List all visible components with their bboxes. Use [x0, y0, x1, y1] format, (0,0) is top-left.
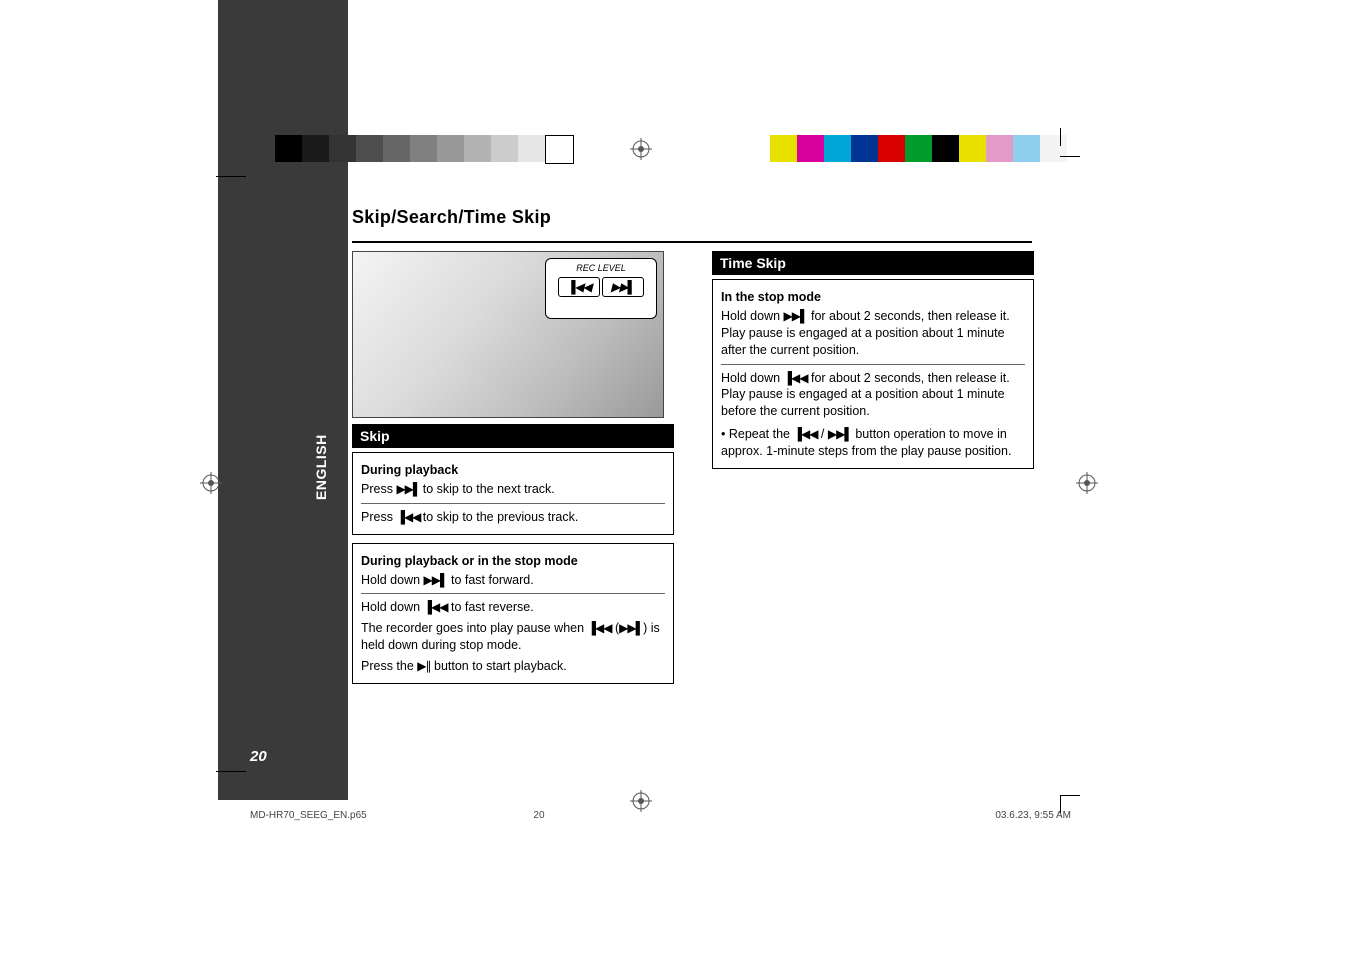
timeskip-heading: Time Skip	[712, 251, 1034, 275]
footer-file: MD-HR70_SEEG_EN.p65 20	[250, 810, 545, 821]
skip-heading: Skip	[352, 424, 674, 448]
search-note: The recorder goes into play pause when ▐…	[361, 620, 665, 654]
calibration-swatch	[275, 135, 302, 162]
calibration-grayscale	[275, 135, 574, 164]
calibration-swatch	[770, 135, 797, 162]
calibration-swatch	[1013, 135, 1040, 162]
sidebar-panel	[218, 0, 348, 800]
timeskip-forward: Hold down ▶▶▌ for about 2 seconds, then …	[721, 308, 1025, 359]
calibration-swatch	[491, 135, 518, 162]
calibration-swatch	[851, 135, 878, 162]
calibration-swatch	[410, 135, 437, 162]
page-number: 20	[250, 748, 267, 765]
timeskip-box: In the stop mode Hold down ▶▶▌ for about…	[712, 279, 1034, 469]
crop-mark	[1060, 156, 1080, 157]
calibration-swatch	[932, 135, 959, 162]
calibration-swatch	[437, 135, 464, 162]
crop-mark	[1060, 795, 1080, 796]
calibration-swatch	[518, 135, 545, 162]
content-area: Skip/Search/Time Skip REC LEVEL ▐◀◀ ▶▶▌ …	[352, 207, 1034, 684]
next-track-icon-3: ▶▶▌	[828, 427, 852, 441]
ff-icon: ▶▶▌	[424, 573, 448, 587]
search-subheading: During playback or in the stop mode	[361, 553, 665, 570]
left-column: REC LEVEL ▐◀◀ ▶▶▌ Skip During playback P…	[352, 251, 674, 684]
timeskip-back: Hold down ▐◀◀ for about 2 seconds, then …	[721, 370, 1025, 421]
calibration-swatch	[383, 135, 410, 162]
prev-track-icon-3: ▐◀◀	[793, 427, 817, 441]
registration-mark-icon	[200, 472, 222, 494]
right-column: Time Skip In the stop mode Hold down ▶▶▌…	[712, 251, 1034, 469]
crop-mark	[216, 176, 246, 177]
calibration-swatch	[302, 135, 329, 162]
fr-icon-2: ▐◀◀	[588, 621, 612, 635]
skip-subheading: During playback	[361, 462, 665, 479]
calibration-swatch	[878, 135, 905, 162]
timeskip-subheading: In the stop mode	[721, 289, 1025, 306]
timeskip-repeat-note: • Repeat the ▐◀◀ / ▶▶▌ button operation …	[721, 426, 1025, 460]
search-hint: Press the ▶∥ button to start playback.	[361, 658, 665, 675]
fr-icon: ▐◀◀	[424, 600, 448, 614]
ff-icon-2: ▶▶▌	[619, 621, 643, 635]
skip-back-row: Press ▐◀◀ to skip to the previous track.	[361, 509, 665, 526]
prev-track-icon: ▐◀◀	[396, 510, 422, 524]
search-fwd: Hold down ▶▶▌ to fast forward.	[361, 572, 665, 589]
calibration-swatch	[1040, 135, 1067, 162]
calibration-swatch	[464, 135, 491, 162]
calibration-color	[770, 135, 1067, 162]
device-callout: REC LEVEL ▐◀◀ ▶▶▌	[545, 258, 657, 319]
skip-forward-row: Press ▶▶▌ to skip to the next track.	[361, 481, 665, 498]
skip-box: During playback Press ▶▶▌ to skip to the…	[352, 452, 674, 535]
calibration-swatch	[356, 135, 383, 162]
prev-track-icon-2: ▐◀◀	[784, 371, 808, 385]
calibration-swatch	[824, 135, 851, 162]
device-illustration: REC LEVEL ▐◀◀ ▶▶▌	[352, 251, 664, 418]
crop-mark	[1060, 128, 1061, 146]
next-track-icon: ▶▶▌	[396, 482, 422, 496]
sidebar-language-label: ENGLISH	[313, 434, 329, 500]
search-rev: Hold down ▐◀◀ to fast reverse.	[361, 599, 665, 616]
page-title: Skip/Search/Time Skip	[352, 207, 1034, 228]
callout-prev-icon: ▐◀◀	[558, 277, 600, 297]
registration-mark-icon	[1076, 472, 1098, 494]
calibration-swatch	[905, 135, 932, 162]
play-pause-icon: ▶∥	[417, 659, 430, 673]
registration-mark-icon	[630, 138, 652, 160]
next-track-icon-2: ▶▶▌	[784, 309, 808, 323]
calibration-swatch	[329, 135, 356, 162]
search-box: During playback or in the stop mode Hold…	[352, 543, 674, 684]
calibration-swatch	[959, 135, 986, 162]
calibration-swatch	[986, 135, 1013, 162]
crop-mark	[216, 771, 246, 772]
callout-next-icon: ▶▶▌	[602, 277, 644, 297]
calibration-swatch	[545, 135, 574, 164]
calibration-swatch	[797, 135, 824, 162]
footer-date: 03.6.23, 9:55 AM	[995, 810, 1071, 821]
callout-label: REC LEVEL	[576, 263, 626, 273]
title-rule	[352, 241, 1032, 243]
registration-mark-icon	[630, 790, 652, 812]
